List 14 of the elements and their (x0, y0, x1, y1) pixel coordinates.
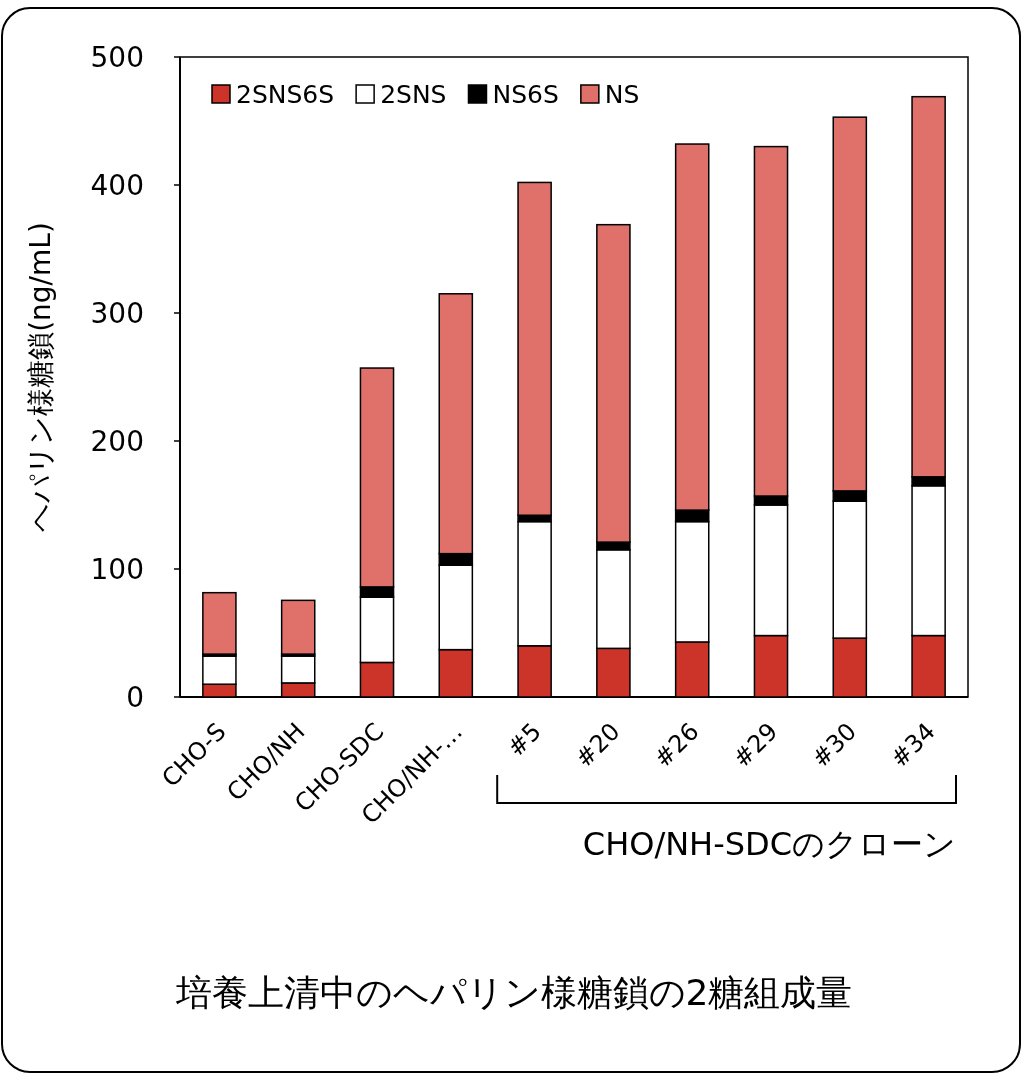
legend-label: NS (604, 80, 640, 109)
legend-label: NS6S (492, 80, 559, 109)
y-tick-label: 200 (90, 425, 144, 458)
legend-label: 2SNS6S (236, 80, 335, 109)
y-tick-label: 300 (90, 297, 144, 330)
text: CHO/NH-SDCのクローン (582, 825, 956, 863)
y-tick-label: 500 (90, 41, 144, 74)
y-tick-label: 400 (90, 169, 144, 202)
legend-label: 2SNS (380, 80, 447, 109)
y-axis-title: ヘパリン様糖鎖(ng/mL) (24, 222, 57, 532)
y-tick-label: 100 (90, 553, 144, 586)
y-tick-label: 0 (126, 681, 144, 714)
text: 培養上清中のヘパリン様糖鎖の2糖組成量 (174, 972, 853, 1013)
x-tick-label: #5 (502, 717, 547, 763)
